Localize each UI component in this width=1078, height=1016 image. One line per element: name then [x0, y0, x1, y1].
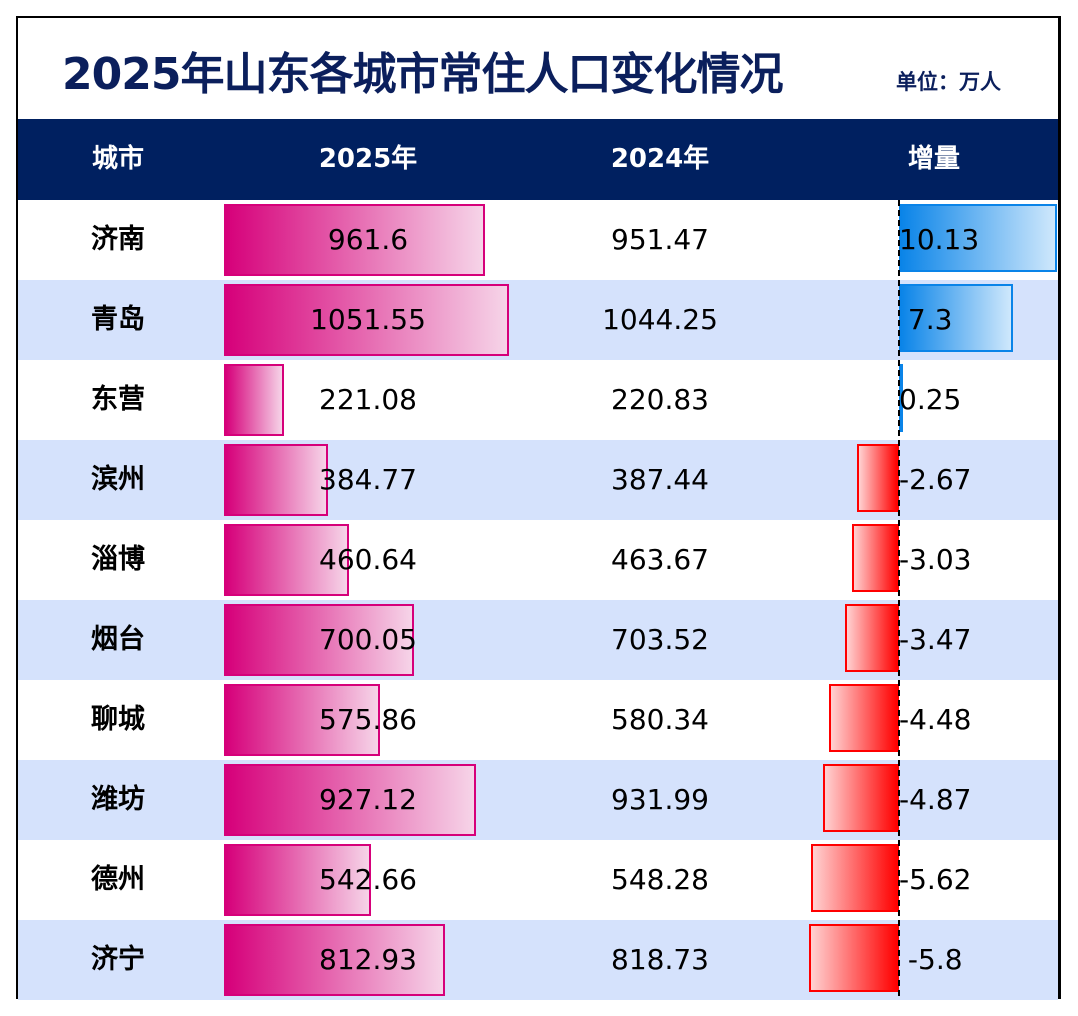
bar-increment-negative: [851, 524, 899, 592]
cell-2024: 548.28: [611, 863, 709, 896]
cell-2025: 460.64: [319, 543, 417, 576]
cell-city: 济宁: [91, 944, 145, 975]
cell-city: 淄博: [91, 544, 145, 575]
cell-2025: 812.93: [319, 943, 417, 976]
cell-2024: 463.67: [611, 543, 709, 576]
table-row: 淄博 460.64 463.67 -3.03: [18, 520, 1058, 600]
cell-increment: -3.47: [899, 623, 972, 656]
table-row: 滨州 384.77 387.44 -2.67: [18, 440, 1058, 520]
bar-2025: [224, 684, 381, 756]
cell-2025: 700.05: [319, 623, 417, 656]
bar-increment-negative: [808, 924, 899, 992]
header-city: 城市: [91, 144, 144, 174]
bar-increment-positive: [899, 284, 1013, 352]
cell-2025: 542.66: [319, 863, 417, 896]
population-table: 2025年山东各城市常住人口变化情况 单位：万人 城市 2025年 2024年 …: [16, 16, 1061, 1000]
cell-increment: -2.67: [899, 463, 972, 496]
cell-city: 滨州: [91, 464, 145, 495]
cell-2024: 387.44: [611, 463, 709, 496]
cell-2025: 927.12: [319, 783, 417, 816]
cell-increment: -4.48: [899, 703, 972, 736]
table-row: 东营 221.08 220.83 0.25: [18, 360, 1058, 440]
cell-2024: 951.47: [611, 223, 709, 256]
table-row: 青岛 1051.55 1044.25 7.3: [18, 280, 1058, 360]
cell-2024: 580.34: [611, 703, 709, 736]
bar-increment-negative: [811, 844, 899, 912]
cell-city: 东营: [91, 384, 145, 415]
bar-2025: [224, 204, 486, 276]
bar-increment-negative: [857, 444, 899, 512]
cell-2024: 931.99: [611, 783, 709, 816]
bar-2025: [224, 524, 350, 596]
bar-increment-negative: [844, 604, 899, 672]
cell-2024: 1044.25: [602, 303, 718, 336]
bar-2025: [224, 604, 415, 676]
cell-city: 聊城: [91, 704, 145, 735]
cell-city: 德州: [91, 864, 145, 895]
table-row: 济南 961.6 951.47 10.13: [18, 200, 1058, 280]
cell-city: 烟台: [91, 624, 145, 655]
table-row: 德州 542.66 548.28 -5.62: [18, 840, 1058, 920]
bar-2025: [224, 444, 329, 516]
table-row: 济宁 812.93 818.73 -5.8: [18, 920, 1058, 1000]
bar-2025: [224, 764, 476, 836]
cell-2025: 575.86: [319, 703, 417, 736]
cell-increment: -4.87: [899, 783, 972, 816]
table-row: 潍坊 927.12 931.99 -4.87: [18, 760, 1058, 840]
cell-2024: 818.73: [611, 943, 709, 976]
bar-increment-negative: [829, 684, 899, 752]
header-increment: 增量: [907, 144, 960, 174]
cell-city: 青岛: [91, 304, 145, 335]
bar-2025: [224, 924, 445, 996]
cell-city: 济南: [91, 224, 145, 255]
cell-increment: -5.62: [899, 863, 972, 896]
table-header: 城市 2025年 2024年 增量: [18, 119, 1058, 200]
cell-2024: 703.52: [611, 623, 709, 656]
header-2025: 2025年: [318, 144, 418, 174]
increment-axis: [898, 200, 900, 996]
cell-city: 潍坊: [91, 784, 145, 815]
cell-increment: 0.25: [899, 383, 962, 416]
cell-increment: -3.03: [899, 543, 972, 576]
table-row: 烟台 700.05 703.52 -3.47: [18, 600, 1058, 680]
bar-increment-negative: [823, 764, 899, 832]
cell-increment: -5.8: [899, 943, 963, 976]
bar-increment-positive: [899, 204, 1058, 272]
bar-increment-positive: [899, 364, 903, 432]
bar-2025: [224, 844, 372, 916]
cell-2025: 961.6: [327, 223, 409, 256]
cell-2025: 1051.55: [310, 303, 426, 336]
bar-2025: [224, 364, 285, 436]
table-row: 聊城 575.86 580.34 -4.48: [18, 680, 1058, 760]
cell-increment: 7.3: [899, 303, 953, 336]
bar-2025: [224, 284, 510, 356]
cell-2024: 220.83: [611, 383, 709, 416]
header-2024: 2024年: [610, 144, 710, 174]
unit-label: 单位：万人: [896, 70, 1001, 94]
cell-2025: 384.77: [319, 463, 417, 496]
cell-2025: 221.08: [319, 383, 417, 416]
page-title: 2025年山东各城市常住人口变化情况: [62, 49, 783, 100]
cell-increment: 10.13: [899, 223, 980, 256]
